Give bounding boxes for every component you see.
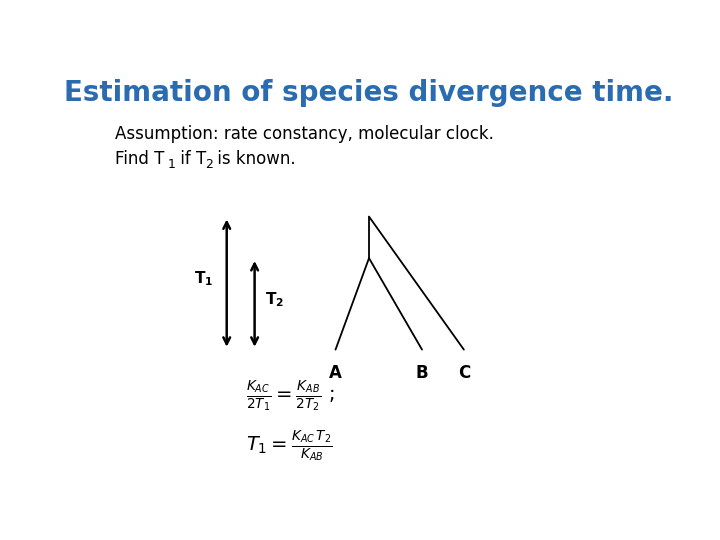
Text: C: C [458, 364, 470, 382]
Text: Assumption: rate constancy, molecular clock.: Assumption: rate constancy, molecular cl… [115, 125, 494, 143]
Text: $T_1 = \frac{K_{AC}\,T_2}{K_{AB}}$: $T_1 = \frac{K_{AC}\,T_2}{K_{AB}}$ [246, 429, 333, 463]
Text: $\mathbf{T_2}$: $\mathbf{T_2}$ [265, 291, 284, 309]
Text: B: B [415, 364, 428, 382]
Text: A: A [329, 364, 342, 382]
Text: Find T: Find T [115, 150, 164, 168]
Text: Estimation of species divergence time.: Estimation of species divergence time. [64, 79, 674, 107]
Text: 1: 1 [167, 158, 175, 171]
Text: if T: if T [175, 150, 206, 168]
Text: $\frac{K_{AC}}{2T_1} = \frac{K_{AB}}{2T_2}\ ;$: $\frac{K_{AC}}{2T_1} = \frac{K_{AB}}{2T_… [246, 379, 335, 414]
Text: 2: 2 [205, 158, 213, 171]
Text: $\mathbf{T_1}$: $\mathbf{T_1}$ [194, 269, 213, 288]
Text: is known.: is known. [212, 150, 295, 168]
